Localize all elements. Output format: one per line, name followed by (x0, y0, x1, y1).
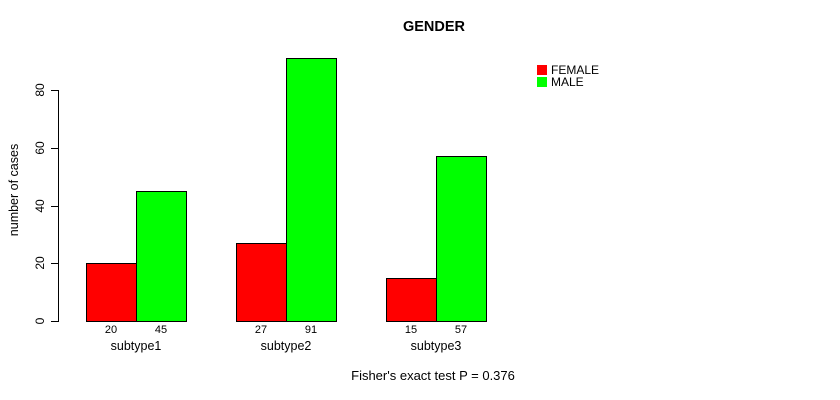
legend-swatch-male (537, 77, 547, 87)
legend: FEMALE MALE (537, 64, 599, 88)
bar-male-subtype1 (136, 191, 187, 322)
legend-label-male: MALE (551, 75, 584, 89)
y-axis-label: number of cases (7, 143, 21, 237)
y-tick-40 (51, 206, 58, 207)
bar-male-subtype3 (436, 156, 487, 322)
legend-swatch-female (537, 65, 547, 75)
category-label-subtype2: subtype2 (260, 339, 312, 353)
bar-value-male-subtype3: 57 (454, 324, 468, 336)
y-tick-20 (51, 263, 58, 264)
y-tick-label-80: 80 (33, 83, 47, 97)
bar-female-subtype3 (386, 278, 437, 322)
legend-item-male: MALE (537, 76, 599, 88)
y-tick-label-40: 40 (33, 199, 47, 213)
footer-note: Fisher's exact test P = 0.376 (351, 368, 515, 383)
category-label-subtype3: subtype3 (410, 339, 462, 353)
bar-value-female-subtype2: 27 (254, 324, 268, 336)
bar-female-subtype1 (86, 263, 137, 322)
legend-item-female: FEMALE (537, 64, 599, 76)
bar-female-subtype2 (236, 243, 287, 322)
y-tick-0 (51, 321, 58, 322)
bar-male-subtype2 (286, 58, 337, 322)
legend-label-female: FEMALE (551, 63, 600, 77)
bar-value-male-subtype2: 91 (304, 324, 318, 336)
bar-value-male-subtype1: 45 (154, 324, 168, 336)
y-tick-label-60: 60 (33, 141, 47, 155)
y-tick-60 (51, 148, 58, 149)
y-tick-label-0: 0 (33, 317, 47, 325)
y-tick-label-20: 20 (33, 256, 47, 270)
category-label-subtype1: subtype1 (110, 339, 162, 353)
y-tick-80 (51, 90, 58, 91)
bar-value-female-subtype1: 20 (104, 324, 118, 336)
bar-value-female-subtype3: 15 (404, 324, 418, 336)
chart-title: GENDER (402, 19, 466, 35)
y-axis-line (58, 90, 59, 322)
